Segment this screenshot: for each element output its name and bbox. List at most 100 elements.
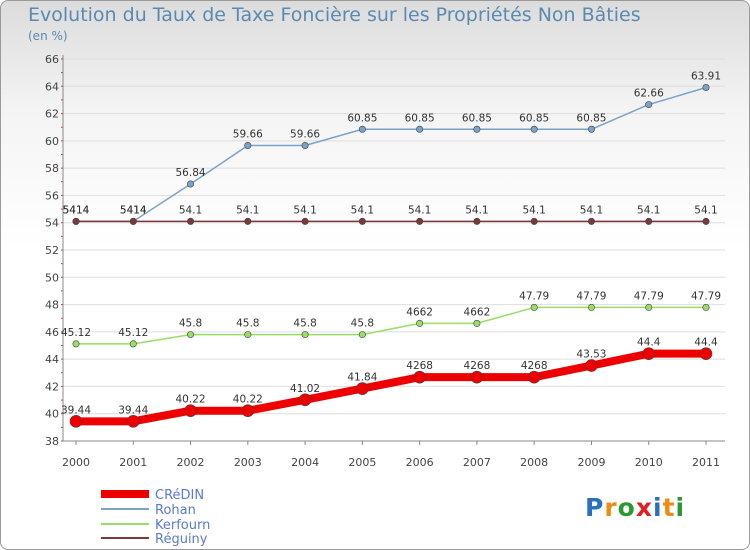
data-label-rguiny: 54.1 <box>465 204 488 216</box>
data-label-rohan: 5414 <box>63 204 90 216</box>
data-label-kerfourn: 45.8 <box>236 318 259 330</box>
x-tick-label-2007: 2007 <box>463 456 491 469</box>
x-tick-label-2006: 2006 <box>406 456 434 469</box>
y-tick-label-52: 52 <box>45 244 59 257</box>
data-point-rohan <box>244 141 252 149</box>
data-point-rguiny <box>702 217 710 225</box>
logo-letter: i <box>653 493 663 522</box>
data-point-rguiny <box>473 217 481 225</box>
data-point-rguiny <box>187 217 195 225</box>
data-label-crdin: 4268 <box>521 360 548 372</box>
data-label-crdin: 4268 <box>464 360 491 372</box>
logo-letter: o <box>617 493 636 522</box>
data-label-rguiny: 54.1 <box>694 204 717 216</box>
x-tick-label-2002: 2002 <box>177 456 205 469</box>
data-label-kerfourn: 47.79 <box>576 290 606 302</box>
data-point-kerfourn <box>530 303 538 311</box>
data-point-kerfourn <box>416 319 424 327</box>
data-label-kerfourn: 47.79 <box>634 290 664 302</box>
data-label-crdin: 44.4 <box>637 337 661 349</box>
data-label-rguiny: 54.1 <box>637 204 660 216</box>
chart-title: Evolution du Taux de Taxe Foncière sur l… <box>28 4 641 26</box>
y-tick-label-60: 60 <box>45 135 59 148</box>
data-point-crdin <box>413 370 426 384</box>
data-label-rohan: 60.85 <box>576 112 606 124</box>
logo-letter: P <box>585 493 605 522</box>
logo-letter: x <box>635 493 653 522</box>
y-tick-label-40: 40 <box>45 408 59 421</box>
data-point-rohan <box>587 125 595 133</box>
x-tick-label-2008: 2008 <box>520 456 548 469</box>
legend-label-kerfourn: Kerfourn <box>155 518 210 533</box>
data-point-crdin <box>69 415 83 428</box>
x-tick-label-2010: 2010 <box>635 456 663 469</box>
y-tick-label-38: 38 <box>45 435 59 448</box>
data-point-kerfourn <box>587 303 595 311</box>
legend-label-crdin: CRéDIN <box>155 488 204 503</box>
data-label-crdin: 44.4 <box>694 337 718 349</box>
data-point-crdin <box>184 404 197 418</box>
data-label-rguiny: 54.1 <box>293 204 316 216</box>
data-point-rguiny <box>301 217 309 225</box>
y-tick-label-42: 42 <box>45 380 59 393</box>
y-tick-label-64: 64 <box>45 80 59 93</box>
proxiti-logo: Proxiti <box>585 493 685 522</box>
data-label-rohan: 59.66 <box>233 128 263 140</box>
logo-letter: r <box>604 493 618 522</box>
data-label-rguiny: 54.1 <box>408 204 431 216</box>
data-point-kerfourn <box>358 331 366 339</box>
data-point-crdin <box>241 404 255 418</box>
y-tick-label-66: 66 <box>45 53 59 66</box>
data-point-rohan <box>530 125 538 133</box>
data-point-rguiny <box>530 217 538 225</box>
data-point-rohan <box>702 84 710 92</box>
series-line-rohan <box>75 86 707 223</box>
data-label-rguiny: 54.1 <box>179 204 202 216</box>
data-label-crdin: 39.44 <box>118 404 148 416</box>
data-point-rguiny <box>587 217 595 225</box>
data-label-crdin: 41.84 <box>347 372 377 384</box>
y-tick-label-54: 54 <box>45 217 59 230</box>
data-label-kerfourn: 45.8 <box>293 318 316 330</box>
x-tick-label-2004: 2004 <box>291 456 319 469</box>
data-label-crdin: 4268 <box>406 360 433 372</box>
data-label-kerfourn: 45.8 <box>351 318 374 330</box>
y-tick-label-58: 58 <box>45 162 59 175</box>
y-tick-label-50: 50 <box>45 271 59 284</box>
data-label-kerfourn: 45.12 <box>61 327 91 339</box>
data-label-rguiny: 54.1 <box>236 204 259 216</box>
data-label-crdin: 39.44 <box>61 404 91 416</box>
data-point-rohan <box>645 101 653 109</box>
data-point-kerfourn <box>72 340 80 348</box>
logo-letter: i <box>675 493 686 522</box>
data-point-kerfourn <box>187 331 195 339</box>
data-label-rohan: 60.85 <box>347 112 377 124</box>
data-label-kerfourn: 4662 <box>464 306 491 318</box>
data-point-crdin <box>527 370 541 384</box>
data-point-rguiny <box>358 217 366 225</box>
x-tick-label-2011: 2011 <box>692 456 720 469</box>
data-point-kerfourn <box>301 331 309 339</box>
y-tick-label-56: 56 <box>45 189 59 202</box>
data-point-rohan <box>301 141 309 149</box>
data-point-rguiny <box>72 217 80 225</box>
data-point-kerfourn <box>473 319 481 327</box>
chart-unit: (en %) <box>28 29 68 43</box>
legend-label-rohan: Rohan <box>155 503 196 518</box>
data-point-crdin <box>356 382 369 395</box>
data-point-crdin <box>126 415 140 428</box>
data-label-rguiny: 5414 <box>120 204 147 216</box>
data-point-crdin <box>470 370 484 384</box>
data-point-crdin <box>585 359 598 372</box>
data-label-crdin: 40.22 <box>233 394 263 406</box>
data-point-rguiny <box>645 217 653 225</box>
data-point-rohan <box>416 125 424 133</box>
data-label-crdin: 43.53 <box>576 349 606 361</box>
data-label-crdin: 40.22 <box>176 394 206 406</box>
data-point-kerfourn <box>244 331 252 339</box>
data-label-kerfourn: 4662 <box>406 306 433 318</box>
data-label-kerfourn: 45.12 <box>118 327 148 339</box>
data-point-rohan <box>358 125 366 133</box>
